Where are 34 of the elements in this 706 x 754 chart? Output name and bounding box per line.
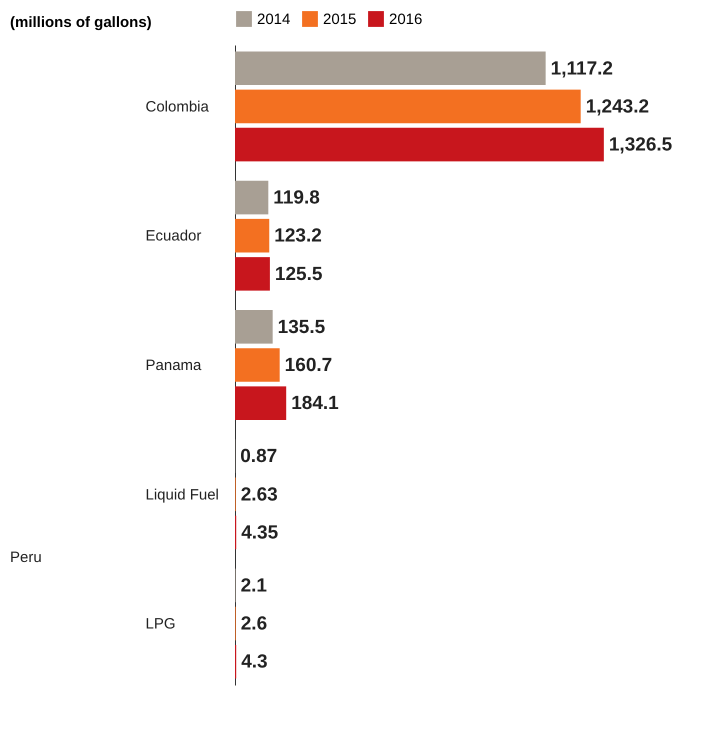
bar [235, 348, 280, 382]
text: (millions of gallons) [10, 14, 152, 31]
data-label: 184.1 [291, 393, 340, 414]
bar [235, 257, 270, 291]
bar [235, 218, 270, 252]
data-label: 2.6 [240, 614, 268, 635]
bar [235, 90, 581, 124]
bar [235, 128, 604, 162]
data-label: 1,117.2 [550, 58, 613, 80]
data-label: 2.1 [240, 575, 268, 596]
data-label: 4.35 [241, 522, 279, 544]
y-tick-label: Ecuador [146, 228, 202, 245]
bar [235, 51, 546, 86]
data-label: 4.3 [241, 652, 268, 673]
y-tick-label: Liquid Fuel [146, 486, 219, 504]
data-label: 135.5 [278, 316, 326, 338]
y-tick-label: Panama [146, 357, 202, 374]
legend-label: 2015 [323, 11, 356, 28]
y-tick-label: LPG [146, 616, 176, 633]
data-label: 160.7 [284, 355, 332, 376]
data-label: 119.8 [273, 188, 320, 209]
data-label: 2.63 [240, 484, 278, 506]
data-label: 1,326.5 [608, 134, 673, 156]
text: Peru [10, 549, 42, 566]
bar [235, 310, 273, 344]
y-tick-label: Colombia [146, 98, 210, 116]
legend-label: 2016 [389, 11, 422, 28]
data-label: 0.87 [240, 446, 278, 468]
data-label: 1,243.2 [586, 96, 650, 118]
data-label: 125.5 [274, 264, 323, 285]
bar [235, 386, 286, 420]
data-label: 123.2 [274, 226, 322, 247]
legend-label: 2014 [257, 11, 290, 28]
bar [235, 180, 268, 214]
